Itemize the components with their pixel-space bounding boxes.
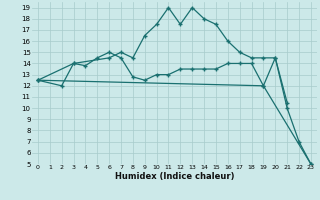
X-axis label: Humidex (Indice chaleur): Humidex (Indice chaleur) [115,172,234,181]
